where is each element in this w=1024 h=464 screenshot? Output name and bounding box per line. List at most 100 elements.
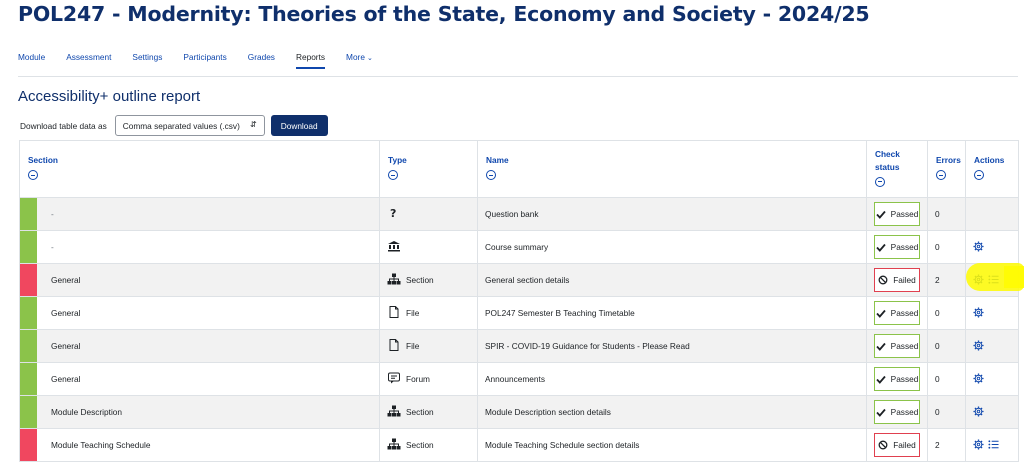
table-header-row: Section Type Name Check status Errors Ac… [19,140,1019,198]
type-text: File [406,341,420,351]
table-row: -? Question bank Passed 0 [19,197,1019,231]
header-section[interactable]: Section [19,140,380,198]
name-cell: SPIR - COVID-19 Guidance for Students - … [477,329,867,363]
gear-action-gear-icon[interactable] [973,306,988,320]
collapse-icon[interactable] [974,170,984,180]
actions-cell [965,362,1019,396]
status-indicator-bar [20,264,37,296]
collapse-icon[interactable] [388,170,398,180]
actions-cell [965,428,1019,462]
check-status-cell: Passed [866,329,928,363]
gear-action-gear-icon[interactable] [973,372,988,386]
name-cell: Announcements [477,362,867,396]
section-text: General [51,275,81,285]
sitemap-icon [387,438,406,452]
error-count: 0 [935,341,940,351]
collapse-icon[interactable] [875,176,885,187]
status-indicator-bar [20,363,37,395]
section-text: General [51,341,81,351]
status-indicator-bar [20,330,37,362]
check-icon [875,375,886,384]
header-type[interactable]: Type [379,140,478,198]
forum-icon [387,372,406,386]
name-cell: Module Teaching Schedule section details [477,428,867,462]
type-cell: ? [379,197,478,231]
type-cell [379,230,478,264]
select-caret-icon: ⇵ [250,120,257,129]
section-cell: Module Description [19,395,380,429]
item-name: SPIR - COVID-19 Guidance for Students - … [485,341,690,351]
type-cell: Section [379,395,478,429]
check-status-badge: Passed [874,334,920,358]
header-actions[interactable]: Actions [965,140,1019,198]
tab-assessment[interactable]: Assessment [66,52,112,62]
tab-more[interactable]: More ⌄ [346,52,373,69]
header-errors-label: Errors [936,155,961,165]
check-icon [875,210,886,219]
gear-action-gear-icon[interactable] [973,438,988,452]
header-name[interactable]: Name [477,140,867,198]
actions-cell [965,230,1019,264]
errors-cell: 0 [927,230,966,264]
secondary-navigation: Module Assessment Settings Participants … [18,52,1018,77]
errors-cell: 2 [927,263,966,297]
gear-action-gear-icon[interactable] [973,405,988,419]
error-count: 0 [935,209,940,219]
collapse-icon[interactable] [936,170,946,180]
collapse-icon[interactable] [486,170,496,180]
yellow-highlight-annotation-tail [1004,266,1024,288]
header-check-status[interactable]: Check status [866,140,928,198]
collapse-icon[interactable] [28,170,38,180]
error-count: 0 [935,407,940,417]
check-status-badge: Passed [874,235,920,259]
name-cell: POL247 Semester B Teaching Timetable [477,296,867,330]
list-action-list-icon[interactable] [988,439,1003,452]
page-title: POL247 - Modernity: Theories of the Stat… [18,2,870,26]
header-errors[interactable]: Errors [927,140,966,198]
table-row: General File POL247 Semester B Teaching Ti… [19,296,1019,330]
type-text: Forum [406,374,430,384]
error-count: 2 [935,275,940,285]
errors-cell: 0 [927,296,966,330]
check-status-badge: Failed [874,268,920,292]
tab-settings[interactable]: Settings [132,52,163,62]
sitemap-icon [387,273,406,287]
check-status-cell: Failed [866,263,928,297]
actions-cell [965,395,1019,429]
section-cell: - [19,230,380,264]
download-button[interactable]: Download [270,115,328,136]
tab-reports[interactable]: Reports [295,52,326,69]
name-cell: Course summary [477,230,867,264]
section-cell: General [19,329,380,363]
errors-cell: 0 [927,197,966,231]
gear-action-gear-icon[interactable] [973,240,988,254]
errors-cell: 0 [927,329,966,363]
tab-participants[interactable]: Participants [183,52,227,62]
type-cell: Section [379,428,478,462]
check-status-badge: Passed [874,202,920,226]
header-actions-label: Actions [974,155,1005,165]
format-select[interactable]: Comma separated values (.csv) ⇵ [114,115,265,136]
tab-grades[interactable]: Grades [247,52,275,62]
check-status-cell: Passed [866,296,928,330]
gear-action-gear-icon[interactable] [973,339,988,353]
ban-icon [878,275,888,285]
question-icon: ? [387,207,406,221]
type-cell: Forum [379,362,478,396]
section-text: - [51,209,54,219]
check-status-cell: Passed [866,230,928,264]
institution-icon [387,240,406,254]
tab-module[interactable]: Module [18,52,46,62]
status-indicator-bar [20,297,37,329]
type-text: Section [406,440,434,450]
check-status-text: Failed [893,275,916,285]
type-cell: File [379,296,478,330]
item-name: POL247 Semester B Teaching Timetable [485,308,635,318]
outline-report-table: Section Type Name Check status Errors Ac… [19,140,1019,462]
file-icon [387,306,406,320]
download-form: Download table data as Comma separated v… [20,115,328,136]
table-row: General File SPIR - COVID-19 Guidance for … [19,329,1019,363]
type-text: Section [406,407,434,417]
check-icon [875,309,886,318]
type-text: File [406,308,420,318]
